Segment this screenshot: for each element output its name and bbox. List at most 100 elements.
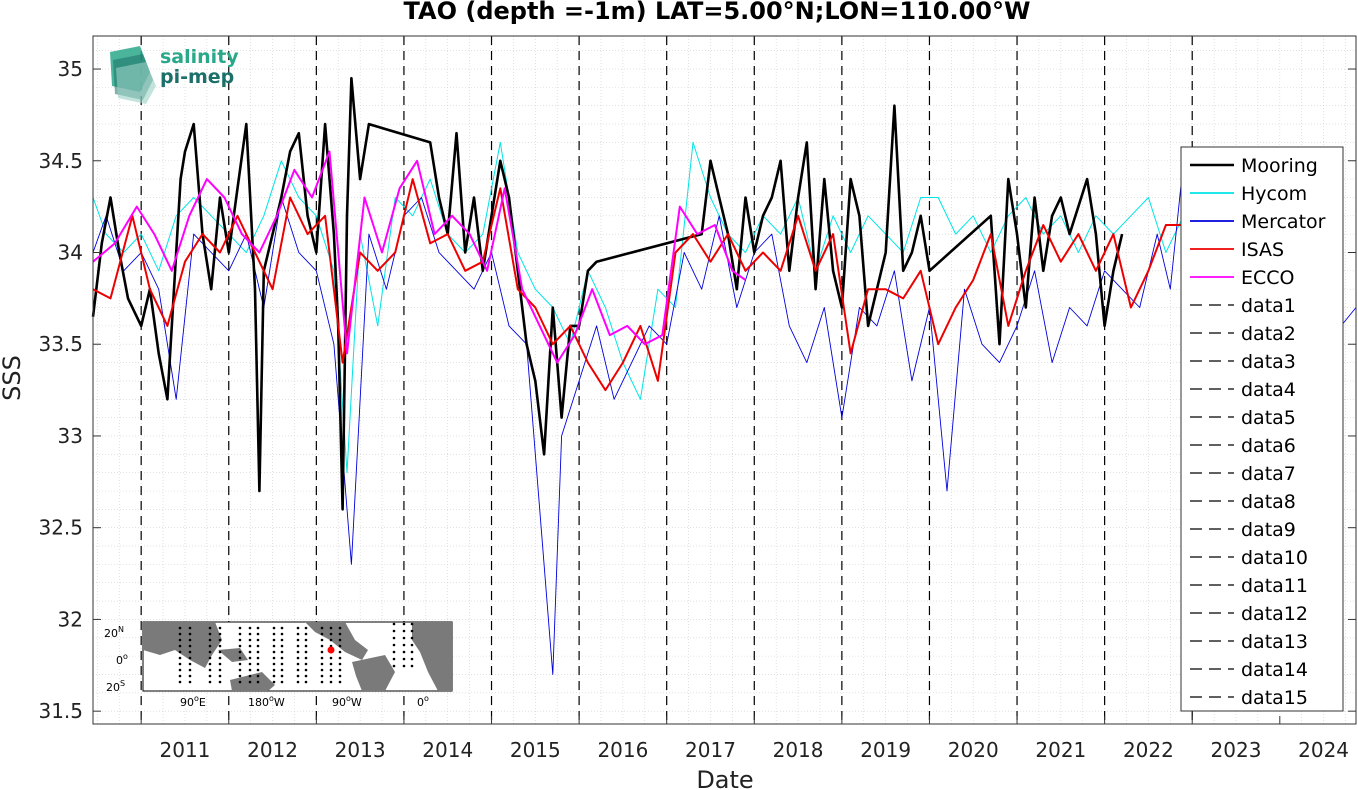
mooring-dot	[329, 674, 333, 678]
mooring-dot	[238, 650, 242, 654]
map-lon-0: 0o	[417, 694, 429, 709]
mooring-dot	[329, 638, 333, 642]
mooring-dot	[296, 650, 300, 654]
map-lon-0-deg: o	[424, 694, 429, 703]
mooring-dot	[248, 674, 252, 678]
legend-label-data14: data14	[1241, 659, 1308, 681]
mooring-dot	[218, 638, 222, 642]
salinity-pi-mep-logo: salinity pi-mep	[110, 46, 239, 104]
mooring-dot	[218, 656, 222, 660]
mooring-dot	[338, 680, 342, 684]
y-axis-label: SSS	[0, 355, 26, 401]
land-australia	[230, 672, 275, 691]
mooring-dot	[218, 662, 222, 666]
mooring-dot	[410, 636, 414, 640]
x-tick-label: 2024	[1298, 738, 1349, 762]
mooring-dot	[280, 680, 284, 684]
x-tick-label: 2021	[1035, 738, 1086, 762]
y-tick-label: 34.5	[38, 149, 83, 173]
series-line-mercator	[92, 160, 1357, 675]
map-lon-0-value: 0	[417, 696, 424, 709]
legend-label-hycom: Hycom	[1241, 183, 1307, 205]
mooring-dot	[392, 657, 396, 661]
mooring-dot	[338, 632, 342, 636]
mooring-dot	[402, 629, 406, 633]
mooring-dot	[280, 656, 284, 660]
legend-label-data9: data9	[1241, 519, 1296, 541]
mooring-dot	[188, 632, 192, 636]
mooring-dot	[304, 668, 308, 672]
x-tick-label: 2020	[948, 738, 999, 762]
legend: Mooring Hycom Mercator ISAS ECCO data1 data2 da…	[1180, 146, 1344, 712]
mooring-dot	[320, 656, 324, 660]
mooring-dot	[188, 674, 192, 678]
mooring-dot	[188, 638, 192, 642]
mooring-dot	[272, 668, 276, 672]
mooring-dot	[304, 644, 308, 648]
x-axis: 2011 2012 2013 2014 2015 2016 2017 2018 2019 2020…	[140, 716, 1349, 762]
mooring-dot	[320, 644, 324, 648]
mooring-dot	[304, 632, 308, 636]
mooring-dot	[272, 680, 276, 684]
legend-label-data11: data11	[1241, 575, 1308, 597]
mooring-dot	[392, 629, 396, 633]
mooring-dot	[410, 664, 414, 668]
x-tick-label: 2022	[1123, 738, 1174, 762]
legend-label-data7: data7	[1241, 463, 1296, 485]
map-lon-90w-value: 90	[332, 696, 346, 709]
mooring-dot	[248, 638, 252, 642]
mooring-dot	[256, 662, 260, 666]
mooring-dot	[218, 626, 222, 630]
mooring-dot	[296, 680, 300, 684]
mooring-dot	[272, 650, 276, 654]
mooring-dot	[304, 674, 308, 678]
map-lon-90e: 90oE	[180, 694, 206, 709]
map-lon-90e-deg: o	[194, 694, 199, 703]
mooring-dot	[178, 626, 182, 630]
mooring-dot	[329, 632, 333, 636]
mooring-dot	[296, 662, 300, 666]
mooring-dot	[272, 656, 276, 660]
mooring-dot	[410, 629, 414, 633]
mooring-dot	[304, 662, 308, 666]
mooring-dot	[178, 668, 182, 672]
mooring-dot	[188, 662, 192, 666]
legend-label-data5: data5	[1241, 407, 1296, 429]
y-tick-label: 34	[58, 240, 83, 264]
mooring-dot	[296, 644, 300, 648]
mooring-dot	[304, 680, 308, 684]
mooring-dot	[256, 632, 260, 636]
mooring-dot	[338, 626, 342, 630]
mooring-dot	[272, 662, 276, 666]
map-lon-90w-suffix: W	[351, 696, 362, 709]
mooring-dot	[402, 650, 406, 654]
mooring-dot	[272, 632, 276, 636]
mooring-dot	[402, 643, 406, 647]
mooring-dot	[188, 626, 192, 630]
mooring-dot	[296, 638, 300, 642]
mooring-dot	[208, 668, 212, 672]
map-lat-0: 0o	[116, 652, 128, 667]
mooring-dot	[320, 638, 324, 642]
x-tick-label: 2012	[247, 738, 298, 762]
mooring-dot	[329, 626, 333, 630]
mooring-dot	[238, 638, 242, 642]
x-tick-label: 2014	[422, 738, 473, 762]
legend-box	[1180, 146, 1344, 712]
map-lon-180w-deg: o	[269, 694, 274, 703]
logo-text-line2: pi-mep	[160, 66, 234, 88]
mooring-dot	[208, 656, 212, 660]
mooring-dot	[296, 626, 300, 630]
legend-label-ecco: ECCO	[1241, 267, 1295, 289]
mooring-dot	[329, 656, 333, 660]
mooring-dot	[280, 668, 284, 672]
mooring-dot	[248, 662, 252, 666]
mooring-dot	[218, 650, 222, 654]
mooring-dot	[296, 656, 300, 660]
mooring-dot	[178, 662, 182, 666]
mooring-dot	[296, 668, 300, 672]
map-lon-90e-suffix: E	[199, 696, 206, 709]
land-north-america	[305, 622, 368, 660]
mooring-dot	[256, 656, 260, 660]
mooring-dot	[208, 632, 212, 636]
